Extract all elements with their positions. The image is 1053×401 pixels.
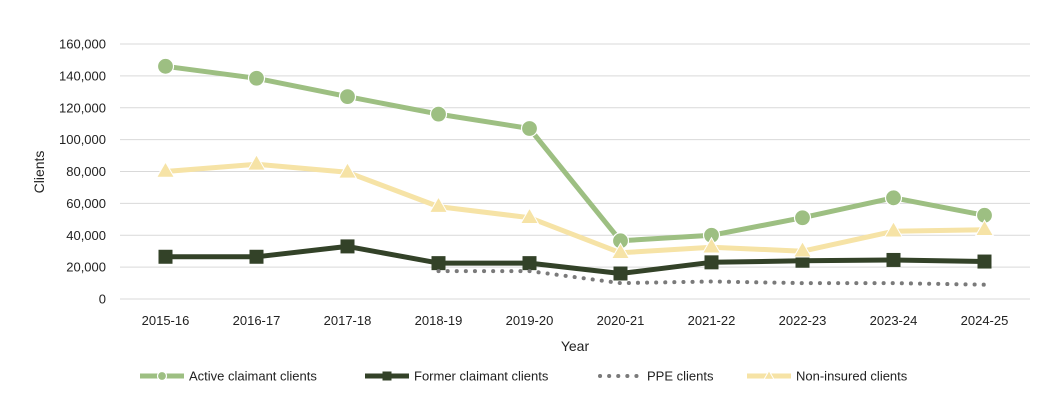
former-claimant-point	[704, 255, 719, 270]
former-claimant-point	[249, 249, 264, 264]
former-claimant-point	[977, 254, 992, 269]
former-claimant-point	[613, 266, 628, 281]
x-tick-label: 2020-21	[597, 313, 645, 328]
x-tick-label: 2019-20	[506, 313, 554, 328]
y-tick-label: 120,000	[59, 100, 106, 115]
legend: Active claimant clients Former claimant c…	[140, 369, 908, 384]
legend-label: PPE clients	[647, 369, 714, 384]
legend-label: Former claimant clients	[414, 369, 549, 384]
non-insured-point	[246, 153, 267, 171]
series-active-claimant	[156, 57, 994, 250]
former-claimant-point	[340, 239, 355, 254]
x-tick-label: 2022-23	[779, 313, 827, 328]
y-tick-label: 160,000	[59, 37, 106, 52]
x-axis-title: Year	[561, 338, 590, 354]
non-insured-line	[165, 161, 985, 256]
y-tick-label: 0	[99, 292, 106, 307]
active-claimant-point	[156, 57, 175, 75]
x-tick-label: 2023-24	[870, 313, 918, 328]
gridlines	[120, 43, 1030, 300]
former-claimant-point	[431, 256, 446, 271]
active-claimant-point	[247, 69, 266, 87]
legend-label: Non-insured clients	[796, 369, 908, 384]
y-tick-label: 80,000	[66, 164, 106, 179]
y-axis-tick-labels: 0 20,000 40,000 60,000 80,000 100,000 120,000 1…	[59, 37, 106, 307]
non-insured-point	[519, 207, 540, 224]
x-tick-label: 2016-17	[233, 313, 281, 328]
former-claimant-point	[158, 249, 173, 264]
y-tick-label: 40,000	[66, 228, 106, 243]
y-tick-label: 20,000	[66, 260, 106, 275]
active-claimant-point	[520, 119, 539, 138]
active-claimant-point	[429, 105, 448, 123]
non-insured-point	[610, 242, 631, 260]
legend-item-ppe: PPE clients	[598, 369, 714, 384]
non-insured-point	[701, 236, 722, 254]
former-claimant-point	[522, 256, 537, 271]
non-insured-point	[428, 196, 449, 213]
x-axis-tick-labels: 2015-16 2016-17 2017-18 2018-19 2019-20 2020-…	[142, 313, 1009, 328]
x-tick-label: 2017-18	[324, 313, 372, 328]
y-tick-label: 140,000	[59, 68, 106, 83]
ppe-line	[436, 269, 987, 287]
y-tick-label: 60,000	[66, 196, 106, 211]
active-claimant-point	[793, 209, 812, 227]
x-tick-label: 2024-25	[961, 313, 1009, 328]
legend-item-non-insured: Non-insured clients	[747, 369, 908, 384]
x-tick-label: 2021-22	[688, 313, 736, 328]
x-tick-label: 2018-19	[415, 313, 463, 328]
legend-marker	[763, 369, 775, 380]
active-claimant-point	[884, 189, 903, 207]
series-former-claimant	[158, 239, 992, 281]
former-claimant-line	[165, 243, 985, 276]
legend-marker	[156, 370, 168, 382]
former-claimant-point	[886, 252, 901, 267]
active-claimant-line	[165, 63, 985, 244]
y-tick-label: 100,000	[59, 132, 106, 147]
non-insured-point	[883, 220, 904, 238]
series-group	[155, 57, 995, 287]
active-claimant-point	[338, 87, 357, 106]
legend-marker	[382, 371, 392, 381]
non-insured-point	[337, 161, 358, 179]
non-insured-point	[974, 219, 995, 236]
non-insured-point	[155, 161, 176, 178]
legend-item-former-claimant: Former claimant clients	[365, 369, 549, 384]
series-ppe	[436, 269, 987, 287]
legend-item-active-claimant: Active claimant clients	[140, 369, 317, 384]
legend-label: Active claimant clients	[189, 369, 317, 384]
non-insured-point	[792, 240, 813, 258]
series-non-insured	[155, 153, 995, 260]
x-tick-label: 2015-16	[142, 313, 190, 328]
y-axis-title: Clients	[31, 151, 47, 194]
